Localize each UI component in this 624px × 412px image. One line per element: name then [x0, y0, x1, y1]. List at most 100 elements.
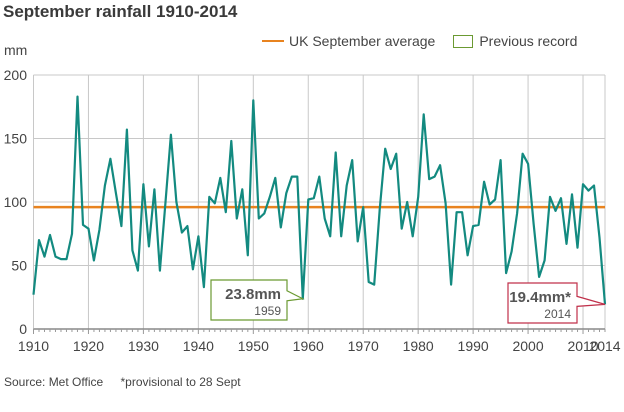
data-point: [324, 217, 326, 219]
data-point: [582, 183, 584, 185]
data-point: [252, 99, 254, 101]
data-point: [571, 193, 573, 195]
data-point: [538, 276, 540, 278]
data-point: [131, 249, 133, 251]
data-point: [142, 183, 144, 185]
data-point: [450, 283, 452, 285]
x-tick-label: 1960: [293, 338, 324, 354]
data-point: [225, 211, 227, 213]
data-point: [505, 272, 507, 274]
data-point: [214, 202, 216, 204]
data-point: [411, 235, 413, 237]
legend-average-label: UK September average: [289, 33, 436, 49]
data-point: [87, 227, 89, 229]
data-point: [554, 210, 556, 212]
data-point: [104, 184, 106, 186]
chart-title: September rainfall 1910-2014: [3, 2, 238, 21]
data-point: [433, 175, 435, 177]
data-point: [192, 268, 194, 270]
data-point: [444, 202, 446, 204]
data-point: [291, 175, 293, 177]
y-tick-label: 50: [11, 258, 27, 274]
data-point: [351, 159, 353, 161]
data-point: [126, 128, 128, 130]
data-point: [598, 236, 600, 238]
y-tick-label: 0: [19, 321, 27, 337]
data-point: [247, 254, 249, 256]
x-tick-label: 1910: [18, 338, 49, 354]
data-point: [576, 247, 578, 249]
data-point: [368, 281, 370, 283]
data-point: [488, 203, 490, 205]
x-tick-label: 1990: [458, 338, 489, 354]
data-point: [521, 153, 523, 155]
x-tick-label: 1970: [348, 338, 379, 354]
data-point: [510, 250, 512, 252]
data-point: [472, 225, 474, 227]
data-point: [455, 211, 457, 213]
legend-record-swatch: [453, 34, 474, 48]
x-tick-label: 1940: [183, 338, 214, 354]
data-point: [153, 188, 155, 190]
data-point: [378, 208, 380, 210]
data-point: [164, 202, 166, 204]
data-point: [439, 164, 441, 166]
data-point: [60, 258, 62, 260]
data-point: [335, 151, 337, 153]
data-point: [494, 198, 496, 200]
data-point: [422, 113, 424, 115]
data-point: [269, 196, 271, 198]
data-point: [357, 240, 359, 242]
source: Source: Met Office *provisional to 28 Se…: [4, 375, 255, 389]
x-tick-label: 2010: [567, 338, 598, 354]
data-point: [241, 188, 243, 190]
data-point: [203, 286, 205, 288]
data-point: [417, 196, 419, 198]
data-point: [274, 177, 276, 179]
data-point: [263, 212, 265, 214]
x-tick-label: 1930: [128, 338, 159, 354]
x-tick-label: 1980: [403, 338, 434, 354]
annotation-2014-box: [507, 282, 606, 324]
data-point: [318, 175, 320, 177]
legend: UK September average Previous record: [262, 33, 577, 49]
y-tick-label: 200: [4, 67, 28, 83]
data-point: [219, 177, 221, 179]
data-point: [549, 196, 551, 198]
data-point: [236, 217, 238, 219]
data-point: [593, 184, 595, 186]
data-point: [115, 192, 117, 194]
data-point: [76, 95, 78, 97]
data-point: [543, 259, 545, 261]
data-point: [466, 254, 468, 256]
x-tick-label: 1920: [73, 338, 104, 354]
legend-average-swatch: [262, 40, 284, 42]
data-point: [565, 243, 567, 245]
data-point: [137, 269, 139, 271]
data-point: [373, 283, 375, 285]
data-point: [49, 234, 51, 236]
data-point: [483, 180, 485, 182]
legend-record-label: Previous record: [479, 33, 578, 49]
data-point: [38, 239, 40, 241]
source-note: *provisional to 28 Sept: [120, 375, 241, 389]
data-point: [346, 184, 348, 186]
data-point: [159, 269, 161, 271]
data-point: [82, 224, 84, 226]
annotation-1959-box: [210, 279, 305, 321]
rainfall-series-line: [32, 95, 607, 305]
data-point: [258, 217, 260, 219]
data-point: [313, 197, 315, 199]
annotation-2014-year: 2014: [544, 307, 571, 321]
data-point: [98, 229, 100, 231]
x-tick-label: 2000: [512, 338, 543, 354]
y-axis-unit: mm: [4, 42, 28, 58]
data-point: [384, 147, 386, 149]
y-tick-label: 150: [4, 131, 28, 147]
y-tick-label: 100: [4, 194, 28, 210]
annotation-1959-year: 1959: [254, 304, 281, 318]
data-point: [170, 133, 172, 135]
annotation-2014-value: 19.4mm*: [509, 289, 571, 306]
